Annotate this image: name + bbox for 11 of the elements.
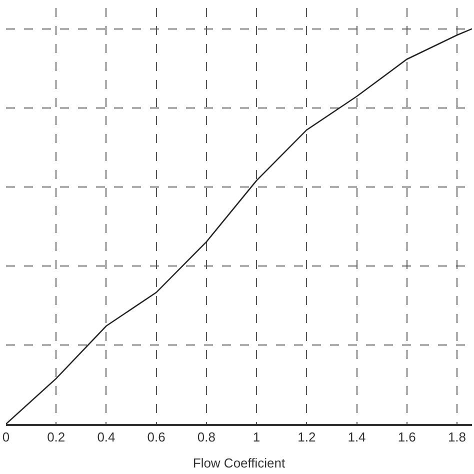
x-tick-label: 1.8 — [448, 429, 466, 444]
x-tick-label: 1.2 — [298, 429, 316, 444]
x-tick-label: 0 — [2, 429, 10, 444]
x-tick-label: 0.8 — [197, 429, 216, 444]
x-tick-label: 1.4 — [348, 429, 366, 444]
x-tick-label: 0.2 — [47, 429, 66, 444]
x-tick-label: 0.6 — [147, 429, 166, 444]
x-axis-title: Flow Coefficient — [192, 455, 286, 470]
x-tick-label: 0.4 — [97, 429, 116, 444]
x-tick-label: 1.6 — [398, 429, 416, 444]
x-tick-label: 1 — [252, 429, 260, 444]
